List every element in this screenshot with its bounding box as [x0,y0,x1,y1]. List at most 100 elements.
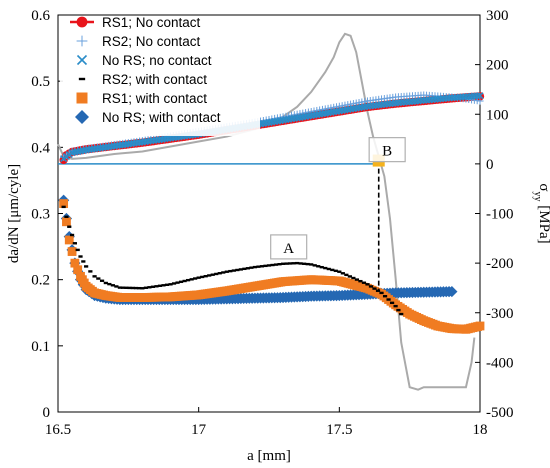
data-point [249,266,254,269]
legend-item: No RS; with contact [75,110,221,125]
data-point [361,281,367,284]
legend-marker [75,110,89,124]
cross-b [76,54,88,66]
data-point [70,258,80,268]
y-tick-label: 0.1 [31,339,50,355]
legend-marker [78,77,86,81]
data-point [476,92,484,100]
data-point [256,265,261,268]
legend-label: No RS; no contact [102,53,212,68]
data-point [67,225,72,228]
x-tick-label: 17.5 [326,422,352,438]
y2-axis-title-subscript: yy [532,192,543,202]
legend-background [60,16,260,136]
legend-item: RS1; No contact [70,15,201,30]
data-point [221,271,226,274]
data-point [114,285,119,288]
data-point [312,264,317,267]
data-point [389,301,395,305]
data-point [446,285,458,298]
data-point [326,267,331,271]
data-point [182,279,187,283]
legend-marker [76,54,88,66]
data-point [178,280,184,284]
legend-marker [76,35,88,47]
data-point [157,284,163,287]
data-point [382,295,388,298]
data-point [270,263,275,267]
data-point [333,269,338,273]
annotation-label: B [382,144,392,160]
data-point [214,272,219,276]
data-point [103,281,108,285]
legend-item: RS1; with contact [76,91,207,106]
data-point [133,286,139,290]
data-point [291,262,296,265]
legend: RS1; No contact RS2; No contact No RS; no … [60,15,260,136]
y2-axis-title: σyy [MPa] [532,183,550,243]
data-point [67,247,77,256]
y2-axis-title-unit: [MPa] [536,202,550,244]
data-point [75,248,80,252]
data-point [127,286,132,290]
data-point [358,279,363,283]
data-point [168,283,173,286]
legend-label: RS1; with contact [102,91,207,106]
data-point [107,282,112,286]
data-point [69,233,75,237]
data-point [140,287,145,290]
annotation-box [368,137,406,163]
data-point [81,260,86,263]
series-stress-profile [57,32,476,391]
data-point [228,269,233,273]
y2-axis-title-symbol: σ [536,183,550,191]
data-point [354,278,360,281]
data-point [330,268,335,272]
data-point [186,278,191,282]
data-point [110,284,115,287]
y-tick-label: 0.3 [31,207,50,223]
data-point [252,265,258,269]
x-axis-title: a [mm] [247,448,291,464]
data-point [386,298,391,301]
x-tick-label: 17 [191,422,207,438]
data-point [266,264,272,267]
data-point [372,287,377,290]
data-point [193,277,198,280]
legend-marker [76,16,88,28]
data-point [305,262,310,266]
data-point [280,262,286,265]
data-point [121,286,126,289]
data-point [62,217,71,227]
data-point [143,286,149,289]
data-point [238,268,243,271]
data-point [61,205,66,209]
data-point [284,262,289,265]
data-point [164,283,170,286]
legend-label: No RS; with contact [102,110,221,125]
data-point [302,262,307,265]
data-point [175,281,180,284]
annotation-box [270,234,308,260]
data-point [263,264,268,268]
y2-tick-label: -100 [486,207,514,223]
data-point [203,274,208,278]
data-point [64,215,69,219]
series-rs1-with-contact [59,199,485,334]
data-point [245,267,250,270]
data-point [298,262,303,265]
data-point [72,242,77,245]
data-point [150,285,156,288]
data-point [130,286,135,290]
data-point [88,270,93,273]
data-point [235,268,240,272]
data-point [351,276,356,280]
series-rs2-with-contact [61,205,404,316]
data-point [147,286,152,289]
y2-tick-label: 0 [486,157,494,173]
y2-tick-label: -400 [486,355,514,371]
stress-curve [57,32,476,391]
y-tick-label: 0.2 [31,273,50,289]
data-point [393,304,398,308]
